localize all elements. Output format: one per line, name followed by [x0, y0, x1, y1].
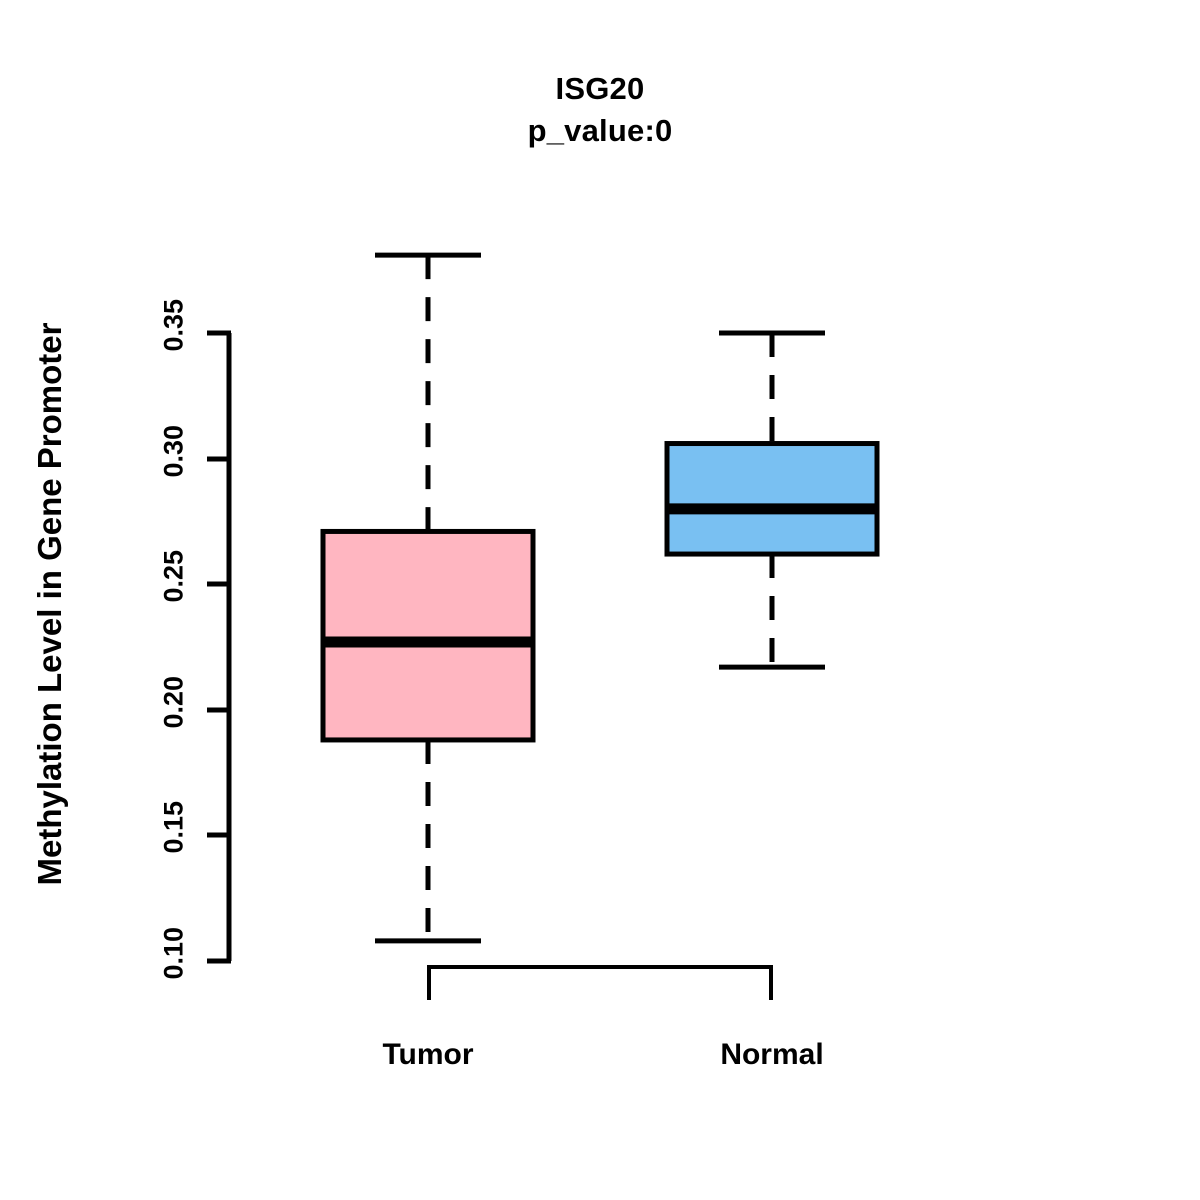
- box-normal: [664, 330, 880, 670]
- x-tick-label-tumor: Tumor: [382, 1038, 474, 1071]
- box-body-normal: [664, 441, 880, 557]
- x-axis: [427, 965, 773, 1000]
- x-tick-label-normal: Normal: [720, 1038, 824, 1071]
- box-body-tumor: [320, 528, 536, 743]
- box-tumor: [320, 252, 536, 944]
- y-axis: [207, 330, 232, 964]
